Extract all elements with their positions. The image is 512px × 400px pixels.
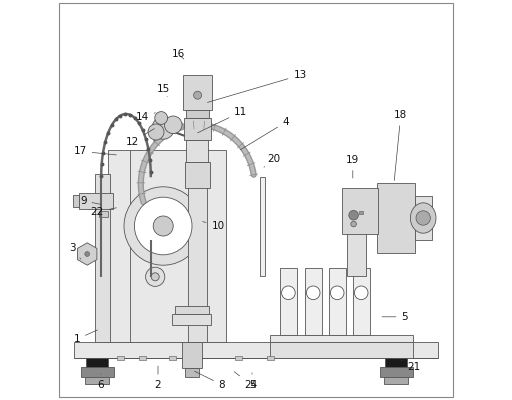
Text: 12: 12 <box>125 129 155 147</box>
Bar <box>280 268 297 335</box>
Bar <box>183 75 212 110</box>
Text: 5: 5 <box>249 373 255 390</box>
Text: 19: 19 <box>346 155 359 178</box>
Bar <box>415 196 432 240</box>
Circle shape <box>349 210 358 220</box>
Bar <box>186 140 208 162</box>
Text: 4: 4 <box>240 117 289 150</box>
Bar <box>347 194 367 276</box>
Bar <box>385 358 407 367</box>
Text: 21: 21 <box>401 360 421 372</box>
Bar <box>305 268 322 335</box>
Bar <box>186 110 209 118</box>
Text: 18: 18 <box>394 110 408 180</box>
Text: 10: 10 <box>203 221 225 231</box>
Bar <box>342 188 377 234</box>
Bar <box>270 335 413 342</box>
Bar <box>185 162 209 188</box>
Text: 15: 15 <box>157 84 170 97</box>
Bar <box>353 268 370 335</box>
Circle shape <box>124 187 202 265</box>
Circle shape <box>155 112 167 124</box>
Bar <box>117 356 124 360</box>
Bar <box>195 356 202 360</box>
Bar <box>329 268 346 335</box>
Bar <box>86 358 108 367</box>
Text: 13: 13 <box>207 70 307 102</box>
Bar <box>79 193 113 209</box>
Circle shape <box>148 124 164 140</box>
Bar <box>172 314 211 325</box>
Text: 16: 16 <box>172 49 185 59</box>
Text: 22: 22 <box>90 207 117 217</box>
Text: 9: 9 <box>80 196 100 206</box>
Bar <box>380 367 413 377</box>
Circle shape <box>145 267 165 286</box>
Text: 3: 3 <box>69 243 81 259</box>
Bar <box>169 356 176 360</box>
Text: 6: 6 <box>97 374 104 390</box>
Bar <box>184 118 211 140</box>
Circle shape <box>164 116 182 134</box>
Bar <box>182 342 202 368</box>
Bar <box>73 195 79 207</box>
Polygon shape <box>77 243 97 265</box>
Bar <box>99 211 108 217</box>
Text: 5: 5 <box>382 312 408 322</box>
Circle shape <box>306 286 320 300</box>
Circle shape <box>330 286 344 300</box>
Bar <box>175 306 209 314</box>
Bar <box>81 367 114 377</box>
Bar <box>384 377 408 384</box>
Text: 24: 24 <box>234 372 258 390</box>
Circle shape <box>416 211 431 225</box>
Circle shape <box>153 216 173 236</box>
Bar <box>377 183 415 253</box>
Circle shape <box>354 286 368 300</box>
Text: 20: 20 <box>264 154 281 167</box>
Bar <box>270 342 413 358</box>
Bar <box>235 356 242 360</box>
Text: 1: 1 <box>74 330 97 344</box>
Bar <box>74 342 438 358</box>
Circle shape <box>282 286 295 300</box>
Bar <box>185 368 199 377</box>
Bar <box>95 174 111 342</box>
Bar <box>359 211 363 214</box>
Bar <box>260 177 265 276</box>
Bar <box>139 356 146 360</box>
Circle shape <box>194 91 202 99</box>
Circle shape <box>152 117 175 139</box>
Circle shape <box>85 252 90 256</box>
Bar <box>188 130 207 342</box>
Text: 14: 14 <box>135 112 155 122</box>
Circle shape <box>151 273 159 281</box>
Bar <box>85 377 109 384</box>
Bar <box>108 150 226 342</box>
Text: 11: 11 <box>198 107 247 133</box>
Text: 8: 8 <box>195 371 225 390</box>
Text: 2: 2 <box>155 366 161 390</box>
Circle shape <box>134 197 192 255</box>
Circle shape <box>351 221 356 227</box>
Polygon shape <box>411 203 436 233</box>
Bar <box>267 356 274 360</box>
Text: 17: 17 <box>73 146 116 156</box>
